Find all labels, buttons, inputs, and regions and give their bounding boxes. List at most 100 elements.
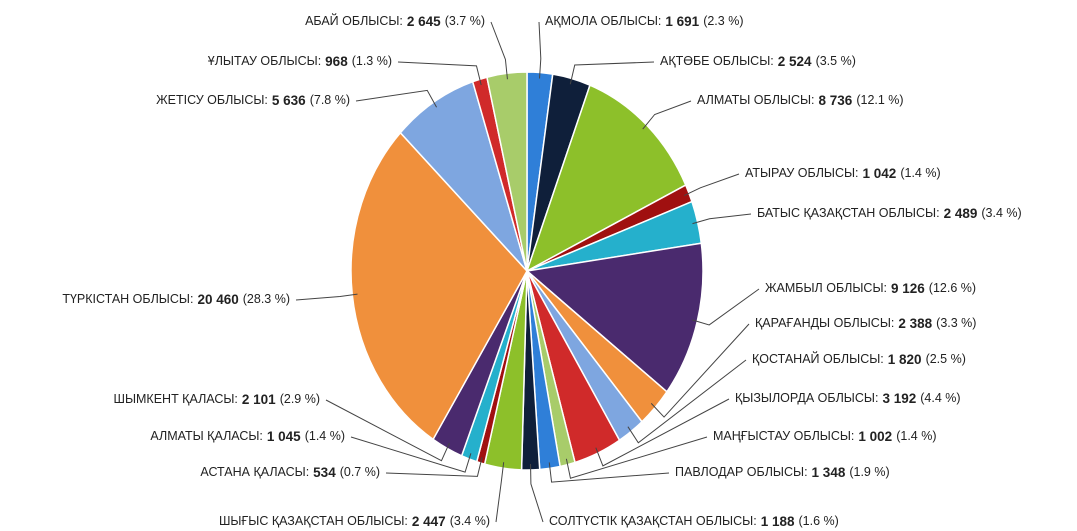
label-category: АБАЙ ОБЛЫСЫ: <box>305 13 403 28</box>
label-category: ЖЕТІСУ ОБЛЫСЫ: <box>156 93 268 107</box>
leader-line <box>325 399 450 462</box>
slice-label: ПАВЛОДАР ОБЛЫСЫ: 1 348 (1.9 %) <box>675 465 890 480</box>
label-percent: (2.3 %) <box>703 14 743 28</box>
label-percent: (3.4 %) <box>981 206 1021 220</box>
label-category: ҰЛЫТАУ ОБЛЫСЫ: <box>208 54 321 68</box>
leader-line <box>530 463 544 523</box>
label-value: 20 460 <box>197 292 238 307</box>
label-category: ПАВЛОДАР ОБЛЫСЫ: <box>675 465 808 479</box>
leader-line <box>295 293 358 301</box>
label-value: 2 388 <box>898 316 932 331</box>
leader-line <box>683 173 740 197</box>
label-percent: (3.3 %) <box>936 316 976 330</box>
slice-label: АБАЙ ОБЛЫСЫ: 2 645 (3.7 %) <box>305 13 485 28</box>
slice-label: ЖАМБЫЛ ОБЛЫСЫ: 9 126 (12.6 %) <box>765 281 976 296</box>
leader-line <box>565 436 708 479</box>
label-percent: (1.4 %) <box>896 429 936 443</box>
label-percent: (3.7 %) <box>445 14 485 28</box>
label-percent: (7.8 %) <box>310 93 350 107</box>
leader-line <box>397 61 482 86</box>
label-value: 2 489 <box>944 206 978 221</box>
leader-line <box>385 457 483 477</box>
label-value: 3 192 <box>882 391 916 406</box>
leader-line <box>538 21 542 79</box>
label-value: 1 188 <box>761 514 795 529</box>
label-value: 2 447 <box>412 514 446 529</box>
slice-label: ШЫМКЕНТ ҚАЛАСЫ: 2 101 (2.9 %) <box>113 392 320 407</box>
label-percent: (1.9 %) <box>849 465 889 479</box>
label-value: 1 002 <box>858 429 892 444</box>
slice-label: АСТАНА ҚАЛАСЫ: 534 (0.7 %) <box>200 465 380 480</box>
slice-label: ШЫҒЫС ҚАЗАҚСТАН ОБЛЫСЫ: 2 447 (3.4 %) <box>219 514 490 529</box>
label-category: БАТЫС ҚАЗАҚСТАН ОБЛЫСЫ: <box>757 206 940 220</box>
leader-line <box>490 21 508 80</box>
slice-label: ЖЕТІСУ ОБЛЫСЫ: 5 636 (7.8 %) <box>156 93 350 108</box>
label-value: 1 691 <box>665 14 699 29</box>
label-value: 2 101 <box>242 392 276 407</box>
label-category: МАҢҒЫСТАУ ОБЛЫСЫ: <box>713 429 854 443</box>
slice-label: ҰЛЫТАУ ОБЛЫСЫ: 968 (1.3 %) <box>208 54 392 69</box>
label-percent: (28.3 %) <box>243 292 290 306</box>
label-category: СОЛТҮСТІК ҚАЗАҚСТАН ОБЛЫСЫ: <box>549 514 757 528</box>
label-percent: (3.5 %) <box>816 54 856 68</box>
label-category: АСТАНА ҚАЛАСЫ: <box>200 465 309 479</box>
label-value: 1 348 <box>812 465 846 480</box>
leader-line <box>569 61 655 85</box>
label-percent: (1.4 %) <box>900 166 940 180</box>
slice-label: АЛМАТЫ ҚАЛАСЫ: 1 045 (1.4 %) <box>150 429 345 444</box>
label-percent: (4.4 %) <box>920 391 960 405</box>
label-category: АҚМОЛА ОБЛЫСЫ: <box>545 14 661 28</box>
label-percent: (2.5 %) <box>926 352 966 366</box>
slice-label: ТҮРКІСТАН ОБЛЫСЫ: 20 460 (28.3 %) <box>62 292 290 307</box>
label-percent: (0.7 %) <box>340 465 380 479</box>
label-value: 5 636 <box>272 93 306 108</box>
leader-line <box>548 462 670 483</box>
slice-label: БАТЫС ҚАЗАҚСТАН ОБЛЫСЫ: 2 489 (3.4 %) <box>757 206 1022 221</box>
label-value: 1 045 <box>267 429 301 444</box>
label-value: 8 736 <box>819 93 853 108</box>
label-percent: (3.4 %) <box>450 514 490 528</box>
leader-line <box>692 213 752 225</box>
slice-label: ҚАРАҒАНДЫ ОБЛЫСЫ: 2 388 (3.3 %) <box>755 316 976 331</box>
label-value: 2 524 <box>778 54 812 69</box>
slice-label: АҚТӨБЕ ОБЛЫСЫ: 2 524 (3.5 %) <box>660 54 856 69</box>
slice-label: МАҢҒЫСТАУ ОБЛЫСЫ: 1 002 (1.4 %) <box>713 429 937 444</box>
leader-line <box>350 436 472 473</box>
slice-label: АТЫРАУ ОБЛЫСЫ: 1 042 (1.4 %) <box>745 166 941 181</box>
label-category: ШЫҒЫС ҚАЗАҚСТАН ОБЛЫСЫ: <box>219 514 408 528</box>
label-percent: (1.3 %) <box>352 54 392 68</box>
label-category: ЖАМБЫЛ ОБЛЫСЫ: <box>765 281 887 295</box>
label-value: 9 126 <box>891 281 925 296</box>
leader-line <box>650 323 750 418</box>
label-category: ҚОСТАНАЙ ОБЛЫСЫ: <box>752 351 884 366</box>
slice-label: АҚМОЛА ОБЛЫСЫ: 1 691 (2.3 %) <box>545 14 743 29</box>
leader-line <box>495 462 505 523</box>
leader-line <box>595 398 730 467</box>
label-percent: (12.6 %) <box>929 281 976 295</box>
leader-line <box>355 89 438 108</box>
label-value: 1 042 <box>863 166 897 181</box>
label-value: 2 645 <box>407 14 441 29</box>
label-percent: (1.4 %) <box>305 429 345 443</box>
label-category: ТҮРКІСТАН ОБЛЫСЫ: <box>62 292 193 306</box>
label-value: 534 <box>313 465 336 480</box>
slice-label: АЛМАТЫ ОБЛЫСЫ: 8 736 (12.1 %) <box>697 93 904 108</box>
label-category: АТЫРАУ ОБЛЫСЫ: <box>745 166 859 180</box>
label-category: ШЫМКЕНТ ҚАЛАСЫ: <box>113 392 237 406</box>
slice-label: ҚОСТАНАЙ ОБЛЫСЫ: 1 820 (2.5 %) <box>752 351 966 366</box>
label-category: АҚТӨБЕ ОБЛЫСЫ: <box>660 54 774 68</box>
label-value: 1 820 <box>888 352 922 367</box>
leader-line <box>642 100 692 130</box>
label-category: АЛМАТЫ ОБЛЫСЫ: <box>697 93 815 107</box>
label-category: АЛМАТЫ ҚАЛАСЫ: <box>150 429 263 443</box>
label-percent: (2.9 %) <box>280 392 320 406</box>
leader-line <box>692 288 760 326</box>
slice-label: ҚЫЗЫЛОРДА ОБЛЫСЫ: 3 192 (4.4 %) <box>735 391 961 406</box>
leader-line <box>627 359 747 444</box>
slice-label: СОЛТҮСТІК ҚАЗАҚСТАН ОБЛЫСЫ: 1 188 (1.6 %) <box>549 514 839 529</box>
label-value: 968 <box>325 54 348 69</box>
label-percent: (1.6 %) <box>798 514 838 528</box>
label-category: ҚЫЗЫЛОРДА ОБЛЫСЫ: <box>735 391 878 405</box>
label-category: ҚАРАҒАНДЫ ОБЛЫСЫ: <box>755 316 894 330</box>
